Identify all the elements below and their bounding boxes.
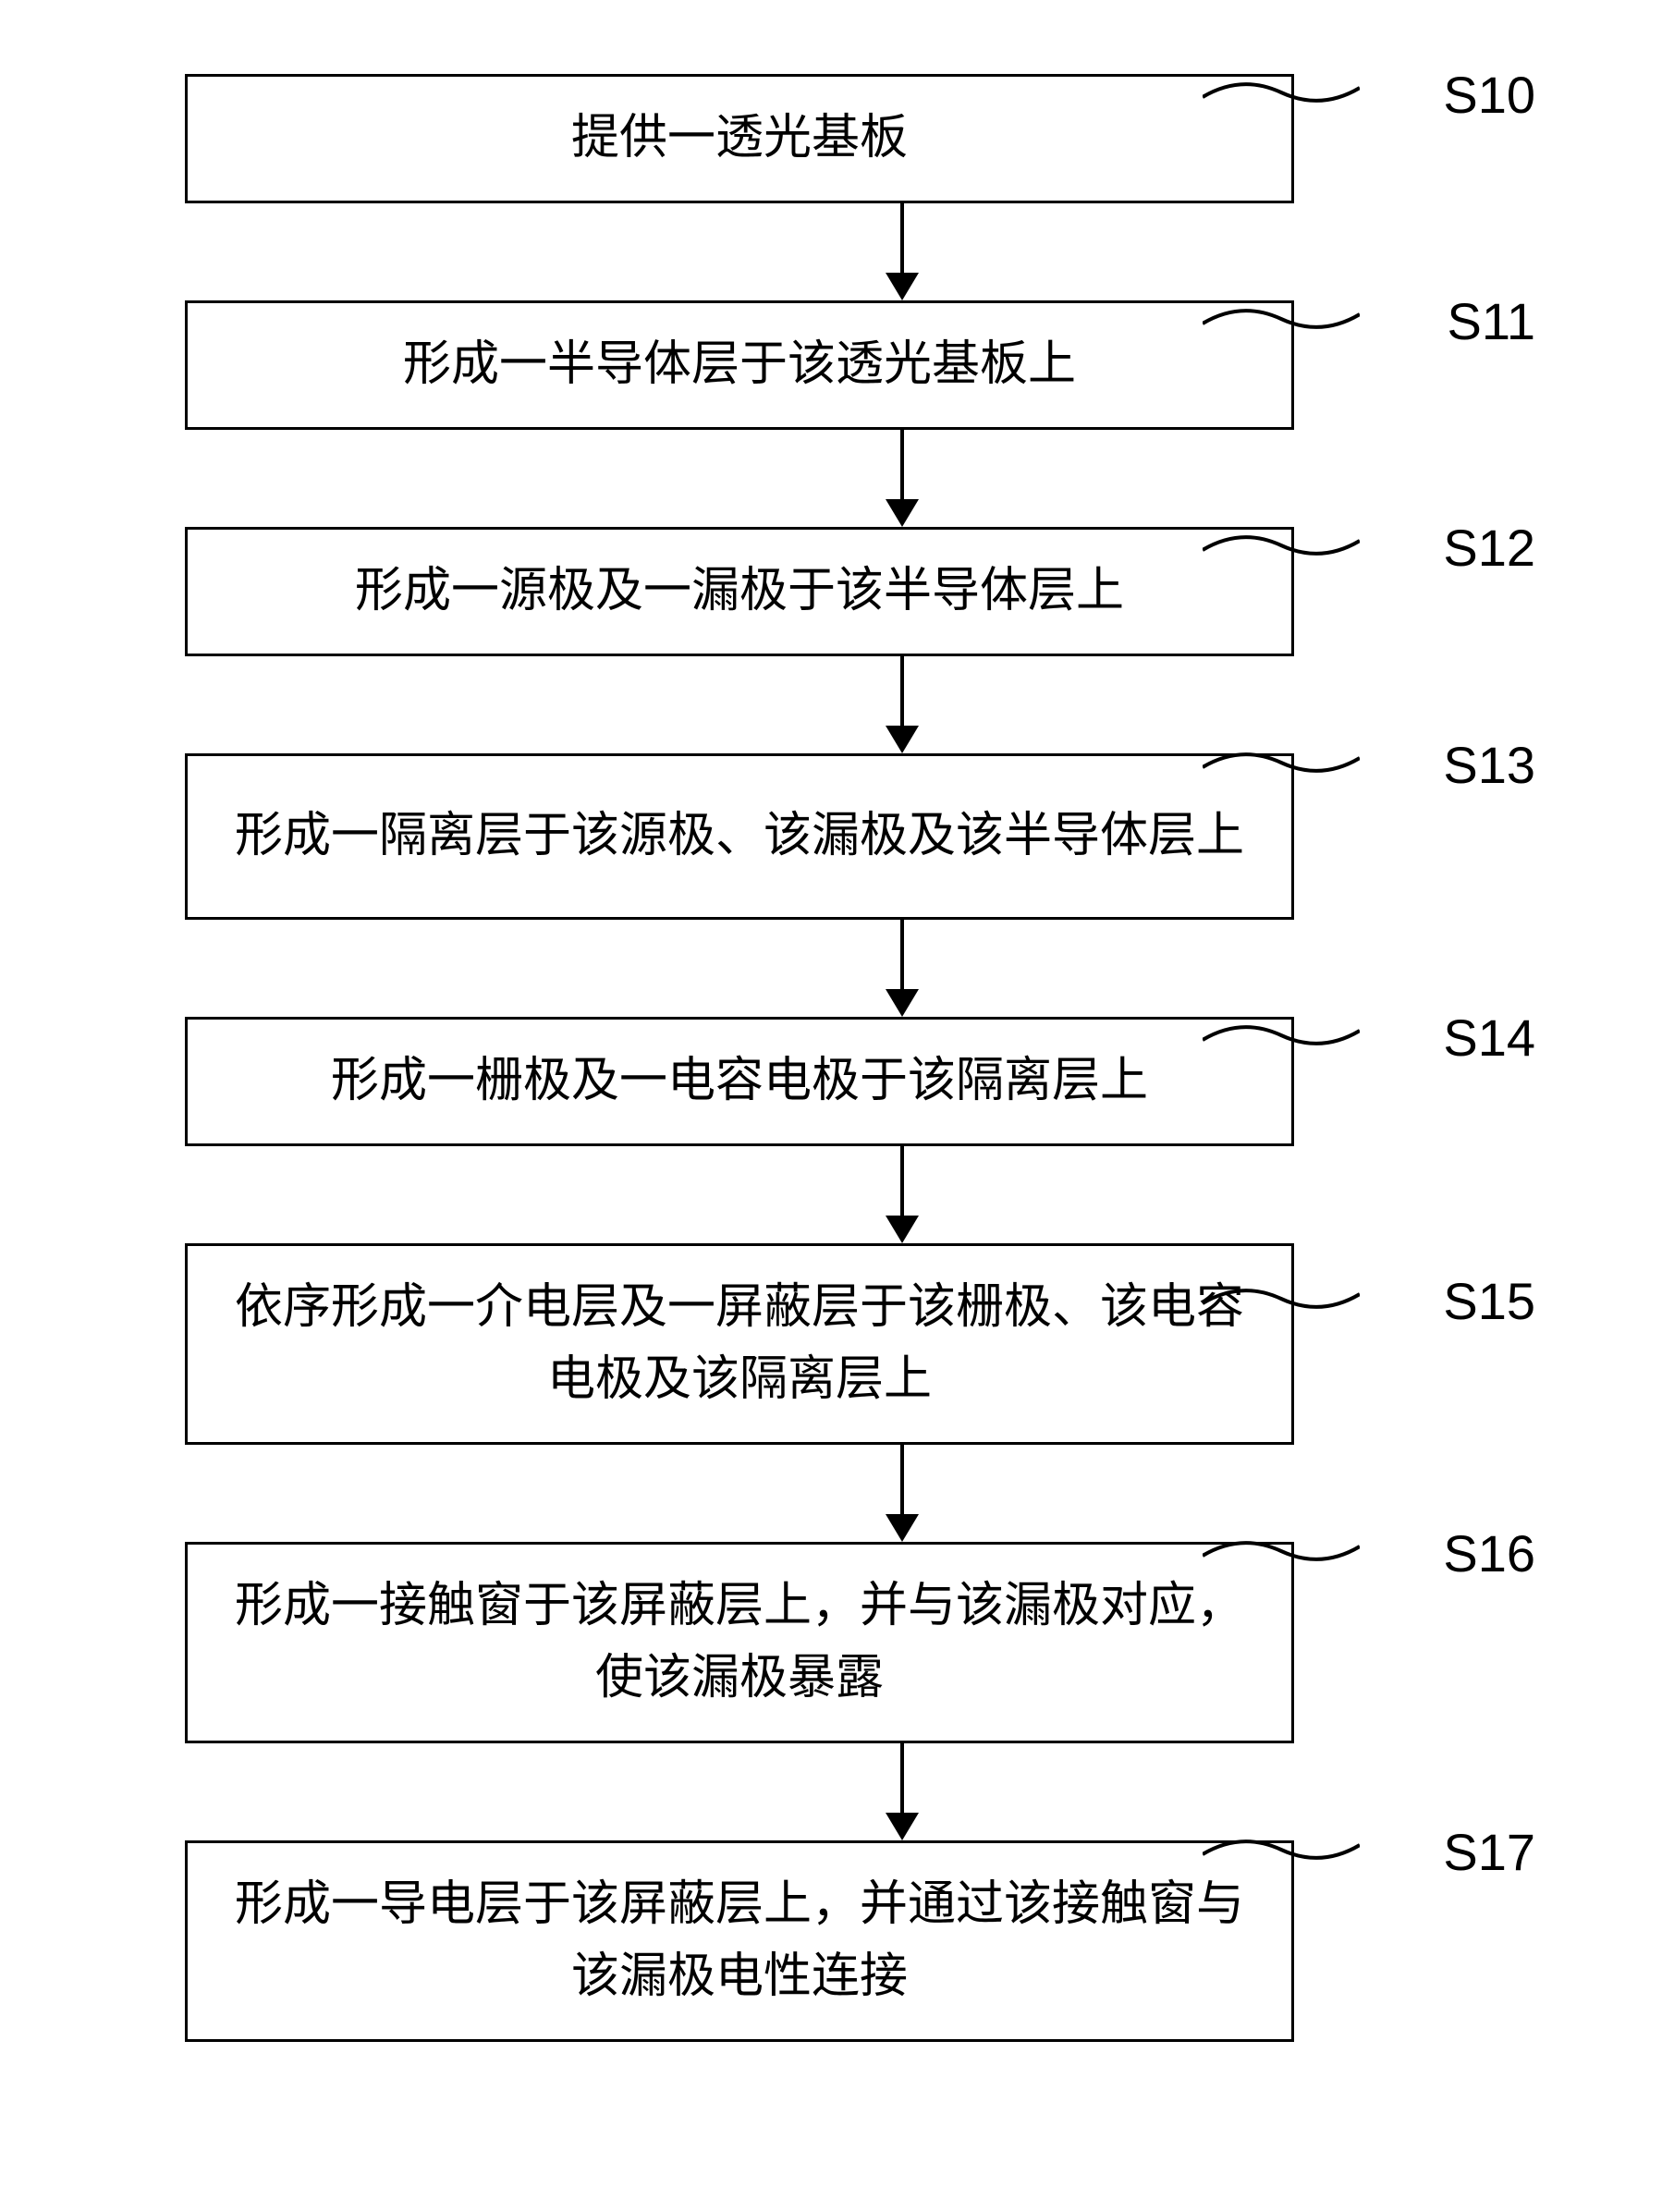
step-container-s16: 形成一接触窗于该屏蔽层上，并与该漏极对应，使该漏极暴露 S16 (55, 1542, 1619, 1743)
step-text-s16: 形成一接触窗于该屏蔽层上，并与该漏极对应，使该漏极暴露 (225, 1570, 1254, 1715)
connector-wave-s12 (1203, 522, 1360, 559)
step-label-s10: S10 (1443, 65, 1535, 125)
step-container-s17: 形成一导电层于该屏蔽层上，并通过该接触窗与该漏极电性连接 S17 (55, 1840, 1619, 2042)
arrow-container-3 (348, 920, 1457, 1017)
step-box-s15: 依序形成一介电层及一屏蔽层于该栅极、该电容电极及该隔离层上 (185, 1243, 1294, 1445)
connector-wave-s15 (1203, 1276, 1360, 1313)
step-label-s13: S13 (1443, 735, 1535, 795)
arrow-icon (874, 430, 930, 527)
arrow-container-0 (348, 203, 1457, 300)
step-box-s16: 形成一接触窗于该屏蔽层上，并与该漏极对应，使该漏极暴露 (185, 1542, 1294, 1743)
step-container-s13: 形成一隔离层于该源极、该漏极及该半导体层上 S13 (55, 753, 1619, 920)
connector-wave-s16 (1203, 1528, 1360, 1565)
step-container-s10: 提供一透光基板 S10 (55, 74, 1619, 203)
arrow-container-4 (348, 1146, 1457, 1243)
step-box-s12: 形成一源极及一漏极于该半导体层上 (185, 527, 1294, 656)
connector-wave-s13 (1203, 739, 1360, 776)
step-text-s11: 形成一半导体层于该透光基板上 (403, 329, 1076, 401)
step-label-s11: S11 (1448, 291, 1535, 351)
step-text-s12: 形成一源极及一漏极于该半导体层上 (355, 556, 1124, 628)
connector-wave-s10 (1203, 69, 1360, 106)
step-text-s14: 形成一栅极及一电容电极于该隔离层上 (331, 1045, 1148, 1118)
step-label-s16: S16 (1443, 1523, 1535, 1583)
arrow-icon (874, 1445, 930, 1542)
step-text-s17: 形成一导电层于该屏蔽层上，并通过该接触窗与该漏极电性连接 (225, 1869, 1254, 2013)
arrow-icon (874, 1146, 930, 1243)
step-text-s15: 依序形成一介电层及一屏蔽层于该栅极、该电容电极及该隔离层上 (225, 1272, 1254, 1416)
arrow-icon (874, 1743, 930, 1840)
step-container-s12: 形成一源极及一漏极于该半导体层上 S12 (55, 527, 1619, 656)
step-box-s17: 形成一导电层于该屏蔽层上，并通过该接触窗与该漏极电性连接 (185, 1840, 1294, 2042)
connector-wave-s14 (1203, 1012, 1360, 1049)
step-text-s10: 提供一透光基板 (571, 103, 908, 175)
step-container-s15: 依序形成一介电层及一屏蔽层于该栅极、该电容电极及该隔离层上 S15 (55, 1243, 1619, 1445)
step-label-s14: S14 (1443, 1008, 1535, 1068)
step-label-s15: S15 (1443, 1271, 1535, 1331)
step-text-s13: 形成一隔离层于该源极、该漏极及该半导体层上 (235, 800, 1244, 873)
step-label-s17: S17 (1443, 1822, 1535, 1882)
flowchart-container: 提供一透光基板 S10 形成一半导体层于该透光基板上 S11 形成一源极及一漏极… (55, 74, 1619, 2042)
arrow-container-1 (348, 430, 1457, 527)
connector-wave-s17 (1203, 1827, 1360, 1864)
connector-wave-s11 (1203, 296, 1360, 333)
arrow-icon (874, 920, 930, 1017)
step-container-s11: 形成一半导体层于该透光基板上 S11 (55, 300, 1619, 430)
step-box-s11: 形成一半导体层于该透光基板上 (185, 300, 1294, 430)
step-box-s13: 形成一隔离层于该源极、该漏极及该半导体层上 (185, 753, 1294, 920)
arrow-icon (874, 203, 930, 300)
step-box-s10: 提供一透光基板 (185, 74, 1294, 203)
step-box-s14: 形成一栅极及一电容电极于该隔离层上 (185, 1017, 1294, 1146)
step-label-s12: S12 (1443, 518, 1535, 578)
arrow-icon (874, 656, 930, 753)
step-container-s14: 形成一栅极及一电容电极于该隔离层上 S14 (55, 1017, 1619, 1146)
